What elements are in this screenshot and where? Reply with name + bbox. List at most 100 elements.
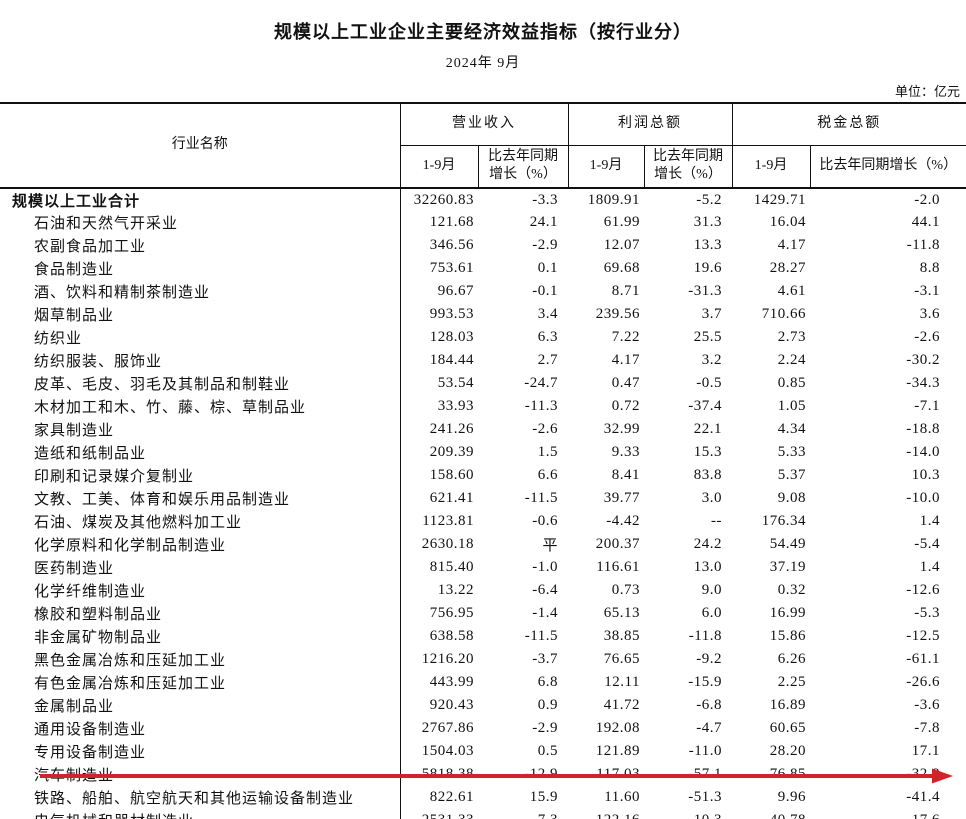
value-cell: 25.5 [693, 329, 722, 346]
subheader-profit-period: 1-9月 [568, 145, 645, 190]
value-cell: -51.3 [688, 789, 722, 806]
column-group-profit: 利润总额 [568, 103, 733, 146]
value-cell: -11.3 [524, 398, 558, 415]
industry-name: 烟草制品业 [0, 303, 401, 327]
value-cell: 6.6 [537, 467, 558, 484]
value-cell: -41.4 [906, 789, 940, 806]
industry-name: 皮革、毛皮、羽毛及其制品和制鞋业 [0, 372, 401, 396]
table-row: 专用设备制造业 1504.03 0.5 121.89 -11.0 28.20 1… [0, 740, 966, 764]
value-cell: 815.40 [429, 559, 474, 576]
subheader-revenue-period: 1-9月 [400, 145, 479, 190]
value-cell: -0.6 [532, 513, 558, 530]
value-cell: 638.58 [429, 628, 474, 645]
value-cell: 239.56 [595, 306, 640, 323]
industry-name: 食品制造业 [0, 257, 401, 281]
value-cell: 117.03 [596, 766, 640, 783]
value-cell: 753.61 [429, 260, 474, 277]
value-cell: -12.5 [906, 628, 940, 645]
value-cell: -11.5 [524, 628, 558, 645]
value-cell: -32.8 [906, 766, 940, 783]
industry-name: 农副食品加工业 [0, 234, 401, 258]
table-row: 石油和天然气开采业 121.68 24.1 61.99 31.3 16.04 4… [0, 211, 966, 235]
table-row: 食品制造业 753.61 0.1 69.68 19.6 28.27 8.8 [0, 257, 966, 281]
table-row: 黑色金属冶炼和压延加工业 1216.20 -3.7 76.65 -9.2 6.2… [0, 648, 966, 672]
industry-name: 电气机械和器材制造业 [0, 809, 401, 819]
value-cell: -11.8 [688, 628, 722, 645]
value-cell: 2.25 [777, 674, 806, 691]
value-cell: 9.96 [777, 789, 806, 806]
value-cell: 54.49 [769, 536, 806, 553]
value-cell: 192.08 [595, 720, 640, 737]
column-header-industry: 行业名称 [0, 103, 401, 190]
value-cell: 6.0 [701, 605, 722, 622]
table-row: 石油、煤炭及其他燃料加工业 1123.81 -0.6 -4.42 -- 176.… [0, 510, 966, 534]
industry-name: 纺织服装、服饰业 [0, 349, 401, 373]
value-cell: 15.9 [529, 789, 558, 806]
value-cell: 200.37 [595, 536, 640, 553]
value-cell: 2.73 [777, 329, 806, 346]
value-cell: 8.8 [919, 260, 940, 277]
value-cell: 3.2 [701, 352, 722, 369]
value-cell: -10.3 [644, 809, 732, 819]
value-cell: -5.3 [914, 605, 940, 622]
table-row: 铁路、船舶、航空航天和其他运输设备制造业 822.61 15.9 11.60 -… [0, 786, 966, 810]
value-cell: 24.2 [693, 536, 722, 553]
value-cell: 11.60 [604, 789, 640, 806]
value-cell: -- [711, 513, 722, 530]
industry-name: 化学原料和化学制品制造业 [0, 533, 401, 557]
value-cell: 443.99 [429, 674, 474, 691]
value-cell: -9.2 [696, 651, 722, 668]
value-cell: 0.9 [537, 697, 558, 714]
value-cell: 76.85 [769, 766, 806, 783]
table-row: 规模以上工业合计 32260.83 -3.3 1809.91 -5.2 1429… [0, 188, 966, 212]
value-cell: 1809.91 [587, 191, 640, 208]
table-row: 非金属矿物制品业 638.58 -11.5 38.85 -11.8 15.86 … [0, 625, 966, 649]
value-cell: 53.54 [437, 375, 474, 392]
value-cell: 76.65 [603, 651, 640, 668]
value-cell: 6.3 [537, 329, 558, 346]
value-cell: -2.6 [914, 329, 940, 346]
table-row: 酒、饮料和精制茶制造业 96.67 -0.1 8.71 -31.3 4.61 -… [0, 280, 966, 304]
table-row: 化学原料和化学制品制造业 2630.18 平 200.37 24.2 54.49… [0, 533, 966, 557]
table-body: 规模以上工业合计 32260.83 -3.3 1809.91 -5.2 1429… [0, 188, 966, 819]
value-cell: 621.41 [429, 490, 474, 507]
value-cell: 24.1 [529, 214, 558, 231]
value-cell: 13.22 [437, 582, 474, 599]
column-group-tax: 税金总额 [732, 103, 966, 146]
industry-name: 纺织业 [0, 326, 401, 350]
value-cell: -5.2 [696, 191, 722, 208]
value-cell: -2.0 [914, 191, 940, 208]
value-cell: -5.4 [914, 536, 940, 553]
value-cell: -3.6 [914, 697, 940, 714]
value-cell: 16.04 [769, 214, 806, 231]
value-cell: 8.41 [611, 467, 640, 484]
value-cell: 1123.81 [422, 513, 474, 530]
value-cell: 9.0 [701, 582, 722, 599]
table-row: 纺织服装、服饰业 184.44 2.7 4.17 3.2 2.24 -30.2 [0, 349, 966, 373]
value-cell: 2.7 [537, 352, 558, 369]
value-cell: 0.73 [611, 582, 640, 599]
table-row: 医药制造业 815.40 -1.0 116.61 13.0 37.19 1.4 [0, 556, 966, 580]
value-cell: -24.7 [524, 375, 558, 392]
value-cell: 7.22 [611, 329, 640, 346]
value-cell: 0.5 [537, 743, 558, 760]
table-row: 烟草制品业 993.53 3.4 239.56 3.7 710.66 3.6 [0, 303, 966, 327]
table-header: 行业名称 营业收入 利润总额 税金总额 1-9月 比去年同期增长（%） 1-9月… [0, 103, 966, 190]
unit-label: 单位：亿元 [894, 84, 960, 99]
value-cell: -3.7 [532, 651, 558, 668]
value-cell: 3.4 [537, 306, 558, 323]
value-cell: 9.08 [777, 490, 806, 507]
value-cell: 1429.71 [753, 191, 806, 208]
value-cell: -7.3 [478, 809, 568, 819]
table-row: 橡胶和塑料制品业 756.95 -1.4 65.13 6.0 16.99 -5.… [0, 602, 966, 626]
value-cell: 0.72 [611, 398, 640, 415]
value-cell: 184.44 [429, 352, 474, 369]
value-cell: -1.4 [532, 605, 558, 622]
industry-name: 文教、工美、体育和娱乐用品制造业 [0, 487, 401, 511]
value-cell: 12.07 [603, 237, 640, 254]
industry-name: 有色金属冶炼和压延加工业 [0, 671, 401, 695]
value-cell: 1.4 [919, 513, 940, 530]
value-cell: 4.17 [777, 237, 806, 254]
industry-name: 橡胶和塑料制品业 [0, 602, 401, 626]
value-cell: 920.43 [429, 697, 474, 714]
